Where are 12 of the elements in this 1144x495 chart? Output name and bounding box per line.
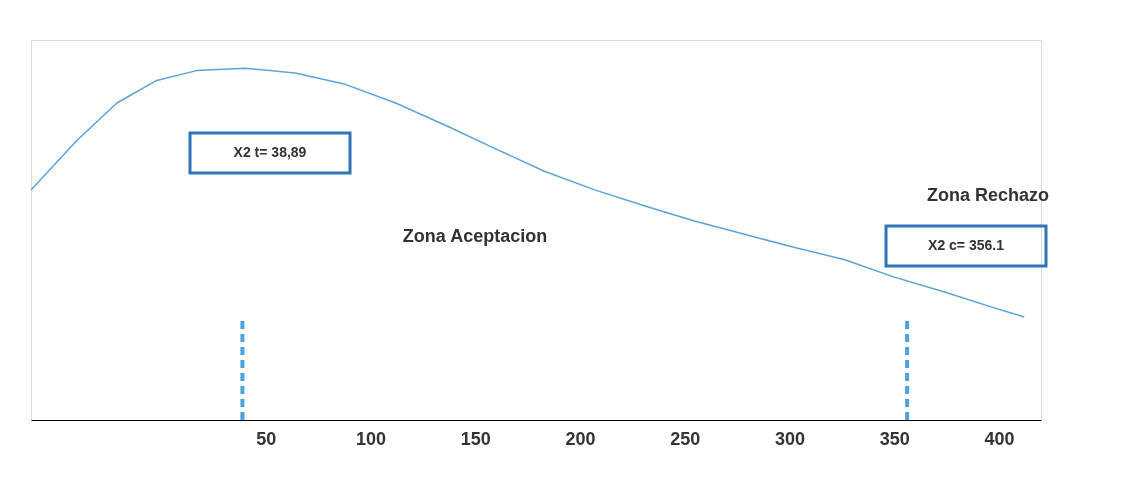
x-tick-label: 400 [984, 428, 1015, 449]
annotation: X2 c= 356.1 [928, 237, 1005, 253]
annotation: X2 t= 38,89 [233, 144, 307, 160]
x-tick-label: 50 [256, 428, 277, 449]
x-tick-label: 150 [460, 428, 491, 449]
x-tick-label: 100 [355, 428, 386, 449]
x-tick-label: 350 [879, 428, 910, 449]
x-tick-label: 200 [565, 428, 596, 449]
x-tick-label: 300 [775, 428, 806, 449]
x-tick-label: 250 [670, 428, 701, 449]
annotation: Zona Aceptacion [402, 226, 548, 246]
annotation: Zona Rechazo [926, 185, 1050, 205]
